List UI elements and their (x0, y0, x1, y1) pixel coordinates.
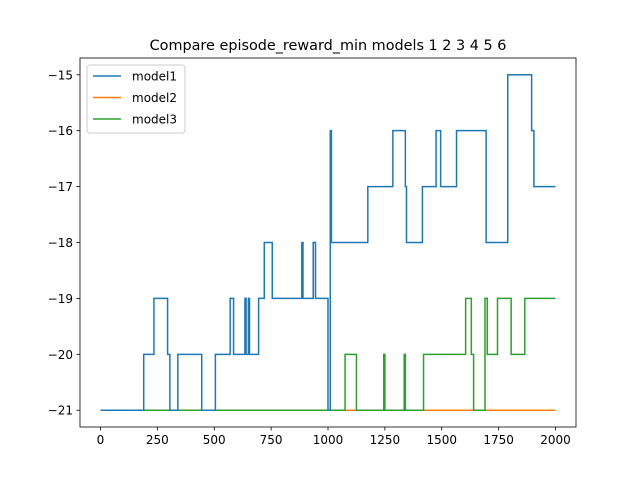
x-tick-label: 1000 (313, 433, 344, 447)
y-tick-label: −17 (48, 180, 73, 194)
chart-title: Compare episode_reward_min models 1 2 3 … (150, 38, 507, 54)
x-tick-label: 2000 (540, 433, 571, 447)
x-tick-label: 750 (260, 433, 283, 447)
y-tick-label: −18 (48, 236, 73, 250)
y-tick-label: −19 (48, 292, 73, 306)
x-tick-label: 500 (203, 433, 226, 447)
legend-box (86, 64, 186, 134)
plot-area (100, 74, 556, 411)
x-axis: 0 250 500 750 1000 1250 1500 1750 2000 (97, 427, 571, 447)
legend-label-model1: model1 (132, 70, 177, 84)
series-line-model1 (100, 74, 556, 411)
legend: model1 model2 model3 (86, 64, 186, 134)
x-tick-label: 0 (97, 433, 105, 447)
legend-items: model1 model2 model3 (93, 70, 177, 127)
legend-label-model3: model3 (132, 113, 177, 127)
y-tick-label: −15 (48, 68, 73, 82)
y-tick-label: −21 (48, 404, 73, 418)
x-tick-label: 1250 (370, 433, 401, 447)
y-axis: −21 −20 −19 −18 −17 −16 −15 (48, 68, 80, 418)
x-tick-label: 1500 (426, 433, 457, 447)
series-line-model3 (100, 297, 556, 411)
x-tick-label: 1750 (483, 433, 514, 447)
x-tick-label: 250 (146, 433, 169, 447)
legend-label-model2: model2 (132, 91, 177, 105)
y-tick-label: −16 (48, 124, 73, 138)
y-tick-label: −20 (48, 348, 73, 362)
